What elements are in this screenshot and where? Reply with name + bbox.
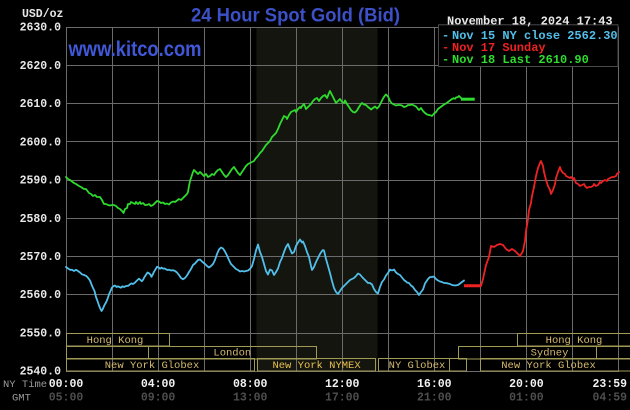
svg-text:23:59: 23:59 <box>592 378 627 391</box>
svg-text:16:00: 16:00 <box>417 378 452 391</box>
svg-text:21:00: 21:00 <box>417 392 452 405</box>
svg-text:2620.0: 2620.0 <box>20 60 62 73</box>
svg-text:00:00: 00:00 <box>49 378 84 391</box>
svg-text:2550.0: 2550.0 <box>20 328 62 341</box>
svg-text:09:00: 09:00 <box>141 392 176 405</box>
svg-text:04:59: 04:59 <box>592 392 627 405</box>
svg-text:New York NYMEX: New York NYMEX <box>272 360 361 372</box>
svg-text:08:00: 08:00 <box>233 378 268 391</box>
svg-text:12:00: 12:00 <box>325 378 360 391</box>
svg-text:2590.0: 2590.0 <box>20 175 62 188</box>
svg-text:2610.0: 2610.0 <box>20 98 62 111</box>
svg-text:New York Globex: New York Globex <box>501 360 596 372</box>
svg-text:-: - <box>442 29 449 43</box>
svg-text:2560.0: 2560.0 <box>20 289 62 302</box>
svg-text:Hong Kong: Hong Kong <box>87 335 144 347</box>
svg-text:2600.0: 2600.0 <box>20 136 62 149</box>
svg-text:24 Hour Spot Gold (Bid): 24 Hour Spot Gold (Bid) <box>191 6 400 27</box>
svg-text:-: - <box>442 53 449 67</box>
svg-text:13:00: 13:00 <box>233 392 268 405</box>
svg-text:20:00: 20:00 <box>509 378 544 391</box>
svg-text:www.kitco.com: www.kitco.com <box>68 38 202 61</box>
svg-text:17:00: 17:00 <box>325 392 360 405</box>
svg-text:NY Globex: NY Globex <box>389 360 446 372</box>
svg-text:London: London <box>213 348 251 360</box>
svg-text:NY Time: NY Time <box>3 379 47 391</box>
svg-text:GMT: GMT <box>12 393 31 405</box>
svg-text:USD/oz: USD/oz <box>22 8 64 21</box>
svg-text:November 18, 2024 17:43: November 18, 2024 17:43 <box>447 14 613 28</box>
svg-text:Sydney: Sydney <box>531 348 569 360</box>
svg-text:04:00: 04:00 <box>141 378 176 391</box>
svg-text:05:00: 05:00 <box>49 392 84 405</box>
svg-text:01:00: 01:00 <box>509 392 544 405</box>
svg-text:2580.0: 2580.0 <box>20 213 62 226</box>
svg-text:Nov 17 Sunday: Nov 17 Sunday <box>452 41 546 55</box>
svg-text:Hong Kong: Hong Kong <box>546 335 603 347</box>
svg-text:New York Globex: New York Globex <box>105 360 200 372</box>
svg-text:Nov 18 Last 2610.90: Nov 18 Last 2610.90 <box>452 53 589 67</box>
svg-text:2540.0: 2540.0 <box>20 366 62 379</box>
svg-text:2630.0: 2630.0 <box>20 22 62 35</box>
svg-text:2570.0: 2570.0 <box>20 251 62 264</box>
svg-text:-: - <box>442 41 449 55</box>
svg-text:Nov 15 NY close 2562.30: Nov 15 NY close 2562.30 <box>452 29 618 43</box>
